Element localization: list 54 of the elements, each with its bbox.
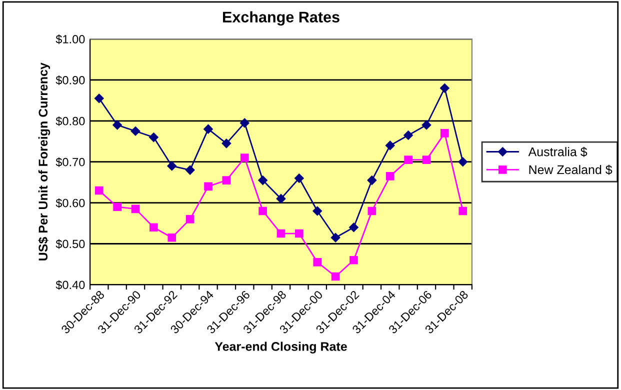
point [240,154,249,162]
point [185,165,195,175]
point [349,222,358,232]
y-tick-label: $1.00 [56,34,85,44]
y-tick-label: $0.60 [56,198,85,208]
point [131,204,140,214]
y-tick-label: $0.80 [56,116,85,126]
point [367,176,377,185]
point [112,120,122,130]
x-axis-title: Year-end Closing Rate [214,342,347,354]
point [295,229,304,238]
point [458,157,468,166]
point [440,129,449,138]
legend-label: New Zealand $ [529,164,612,175]
point [386,172,394,180]
point [312,206,322,216]
point [240,118,250,128]
y-tick-label: $0.70 [56,157,85,167]
point [130,126,140,136]
point [404,130,413,140]
point [422,120,432,130]
point [276,194,286,204]
legend-label: Australia $ [528,146,588,157]
point [113,202,122,212]
point [276,229,286,238]
y-axis-title: US$ Per Unit of Foreign Currency [38,62,50,260]
y-tick-label: $0.50 [56,239,85,249]
point [294,174,304,183]
point [258,206,267,216]
point [385,140,395,150]
point [149,132,158,142]
point [330,232,340,242]
point [331,272,340,281]
point [258,176,268,185]
point [167,161,177,171]
point [222,176,231,184]
point [350,256,358,264]
chart-title: Exchange Rates [223,11,340,26]
point [204,182,212,191]
point [150,223,158,232]
point [313,258,322,266]
point [204,124,213,134]
point [422,156,431,164]
point [404,156,412,164]
point [368,206,376,216]
point [94,186,104,195]
y-tick-label: $0.40 [56,280,85,290]
point [186,215,194,224]
point [440,84,450,93]
point [458,206,468,216]
point [222,138,232,148]
point [168,233,176,242]
point [94,94,104,103]
y-tick-label: $0.90 [56,75,85,86]
